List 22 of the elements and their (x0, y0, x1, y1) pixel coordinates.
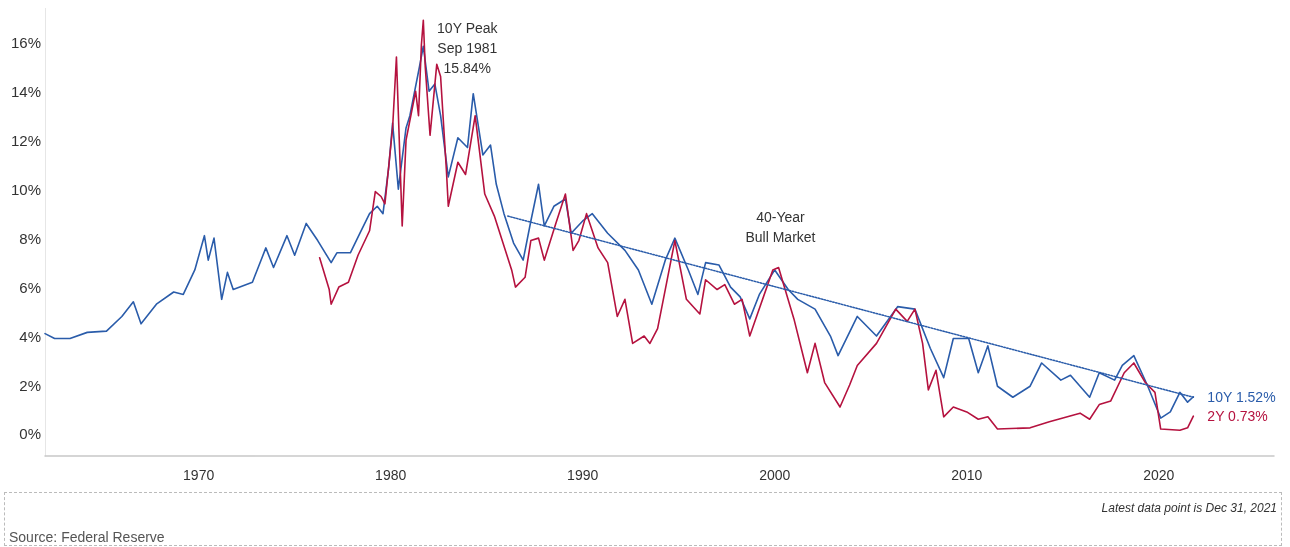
y-tick-label: 14% (10, 82, 42, 100)
x-tick-label: 2020 (1143, 467, 1175, 483)
x-tick-label: 2000 (759, 467, 791, 483)
series-label: 2Y 0.73% (1207, 408, 1268, 425)
y-tick-label: 0% (19, 425, 42, 443)
annotation: 40-Year Bull Market (745, 209, 816, 246)
x-tick-label: 2010 (951, 467, 983, 483)
y-tick-label: 2% (19, 376, 42, 394)
y-tick-label: 8% (19, 229, 42, 247)
series-label: 10Y 1.52% (1207, 388, 1276, 405)
y-tick-label: 4% (19, 327, 42, 345)
y-tick-label: 10% (10, 180, 42, 198)
text: Latest data point is Dec 31, 2021 (1101, 501, 1277, 515)
y-tick-label: 12% (10, 131, 42, 149)
annotation: 10Y Peak Sep 1981 15.84% (437, 20, 499, 77)
line-series (318, 19, 1195, 432)
x-tick-label: 1980 (375, 467, 407, 483)
source-note: Source: Federal Reserve (9, 529, 165, 545)
x-tick-label: 1990 (567, 467, 599, 483)
y-tick-label: 6% (19, 278, 42, 296)
x-tick-label: 1970 (183, 467, 215, 483)
y-tick-label: 16% (10, 33, 42, 51)
